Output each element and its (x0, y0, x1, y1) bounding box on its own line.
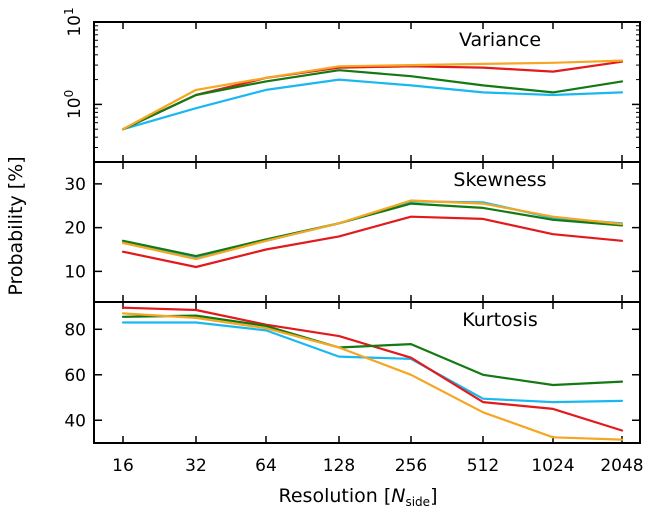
x-tick-label: 512 (467, 456, 499, 476)
panel-frame (93, 301, 641, 444)
panel-0: 100 101 Variance (62, 7, 641, 163)
panel-1: 10 20 30 Skewness (64, 161, 641, 303)
x-tick-label: 128 (323, 456, 355, 476)
series-line-3 (121, 59, 624, 131)
series-line-0 (121, 321, 624, 404)
series-line-2 (121, 69, 624, 131)
x-tick-label: 32 (185, 456, 207, 476)
series-line-0 (121, 78, 624, 131)
x-tick-label: 16 (112, 456, 134, 476)
series-line-1 (121, 215, 624, 269)
series-line-0 (121, 200, 624, 260)
x-axis-label: Resolution [Nside] (279, 485, 438, 509)
y-tick-label: 20 (64, 219, 86, 239)
x-axis-label-main: Resolution [ (279, 485, 392, 507)
x-axis-label-sub: side (405, 495, 430, 509)
chart-panels: 100 101 Variance 10 20 30 Skewness 40 60 80 Kurtos… (62, 7, 641, 444)
y-tick-label: 101 (62, 7, 85, 36)
x-axis-label-var: N (391, 485, 405, 507)
x-tick-label: 64 (255, 456, 277, 476)
y-tick-label: 80 (64, 320, 86, 340)
x-axis-label-close: ] (430, 485, 437, 507)
y-tick-label: 40 (64, 411, 86, 431)
panel-2: 40 60 80 Kurtosis (64, 301, 641, 444)
panel-title: Skewness (453, 169, 546, 191)
x-tick-label: 256 (395, 456, 427, 476)
panel-frame (93, 161, 641, 303)
y-tick-label: 100 (62, 90, 85, 119)
series-line-3 (121, 312, 624, 441)
series-line-1 (121, 306, 624, 432)
series-line-3 (121, 199, 624, 261)
y-tick-label: 60 (64, 366, 86, 386)
x-tick-labels: 16 32 64 128 256 512 1024 2048 (112, 456, 643, 476)
x-tick-label: 2048 (600, 456, 643, 476)
y-tick-label: 30 (64, 175, 86, 195)
series-line-2 (121, 314, 624, 387)
series-line-2 (121, 202, 624, 258)
panel-title: Kurtosis (462, 309, 538, 331)
y-axis-label: Probability [%] (5, 156, 27, 295)
panel-title: Variance (459, 29, 541, 51)
x-tick-label: 1024 (531, 456, 574, 476)
y-tick-label: 10 (64, 262, 86, 282)
